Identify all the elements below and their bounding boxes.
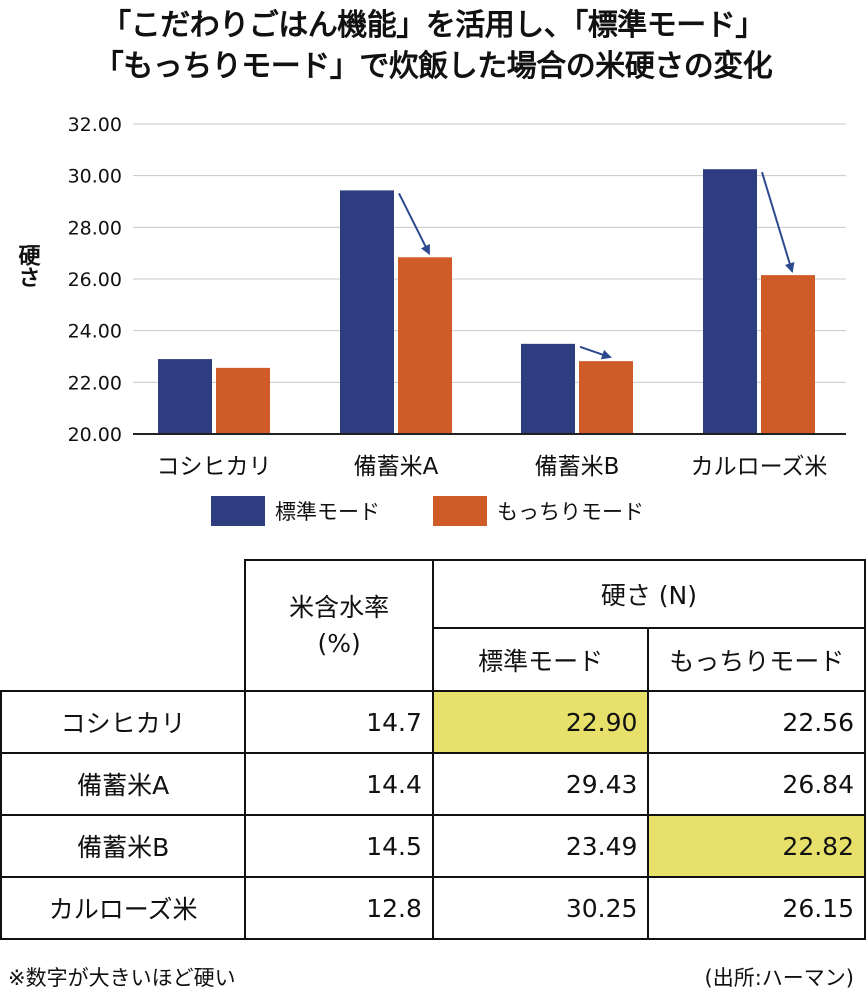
y-tick-label: 28.00 bbox=[68, 217, 122, 239]
bar-chart: 20.00 22.00 24.00 26.00 28.00 30.00 32.00 コシヒカ… bbox=[15, 114, 846, 480]
table-header-row-1: 米含水率 (%) 硬さ (N) bbox=[1, 559, 866, 692]
x-axis-ticks: コシヒカリ 備蓄米A 備蓄米B カルローズ米 bbox=[157, 454, 828, 480]
table-header-row-2: 標準モード もっちりモード bbox=[1, 627, 866, 692]
x-tick-label: コシヒカリ bbox=[157, 454, 272, 480]
y-tick-label: 22.00 bbox=[68, 372, 122, 394]
row-moisture: 14.4 bbox=[244, 752, 434, 816]
row-mochi: 26.15 bbox=[647, 876, 866, 940]
bar bbox=[761, 275, 815, 434]
y-axis-label: 硬さ bbox=[15, 244, 41, 288]
header-moisture-unit: (%) bbox=[317, 628, 361, 658]
row-moisture: 14.7 bbox=[244, 690, 434, 754]
row-mochi: 22.56 bbox=[647, 690, 866, 754]
legend-swatch-mochi bbox=[433, 496, 487, 526]
y-axis-ticks: 20.00 22.00 24.00 26.00 28.00 30.00 32.00 bbox=[68, 114, 122, 446]
change-arrow bbox=[398, 192, 430, 256]
y-tick-label: 30.00 bbox=[68, 166, 122, 188]
x-tick-label: カルローズ米 bbox=[691, 454, 828, 480]
row-name: カルローズ米 bbox=[0, 876, 247, 940]
bar bbox=[703, 169, 757, 435]
legend-label-standard: 標準モード bbox=[275, 500, 380, 524]
bar bbox=[579, 361, 633, 434]
row-mochi: 22.82 bbox=[647, 814, 866, 878]
change-arrow bbox=[761, 171, 795, 274]
row-standard: 30.25 bbox=[431, 876, 650, 940]
legend-item-standard: 標準モード bbox=[211, 494, 380, 528]
y-tick-label: 20.00 bbox=[68, 424, 122, 446]
row-mochi: 26.84 bbox=[647, 752, 866, 816]
chart-title-line1: 「こだわりごはん機能」を活用し、「標準モード」 bbox=[101, 8, 765, 43]
footer-note: ※数字が大きいほど硬い bbox=[8, 966, 236, 990]
change-arrow bbox=[579, 345, 612, 360]
x-tick-label: 備蓄米B bbox=[535, 454, 620, 480]
table-row: コシヒカリ 14.7 22.90 22.56 bbox=[0, 690, 866, 754]
row-name: コシヒカリ bbox=[0, 690, 247, 754]
bar bbox=[398, 257, 452, 434]
legend-label-mochi: もっちりモード bbox=[497, 500, 644, 524]
y-tick-label: 24.00 bbox=[68, 321, 122, 343]
row-moisture: 12.8 bbox=[244, 876, 434, 940]
row-standard: 23.49 bbox=[431, 814, 650, 878]
row-moisture: 14.5 bbox=[244, 814, 434, 878]
header-hardness: 硬さ (N) bbox=[431, 559, 866, 629]
table-corner-cell bbox=[1, 560, 247, 692]
header-standard: 標準モード bbox=[431, 627, 650, 692]
header-mochi: もっちりモード bbox=[647, 627, 866, 692]
row-standard: 29.43 bbox=[431, 752, 650, 816]
table-row: 備蓄米A 14.4 29.43 26.84 bbox=[0, 752, 866, 816]
x-tick-label: 備蓄米A bbox=[354, 454, 439, 480]
y-tick-label: 32.00 bbox=[68, 114, 122, 136]
table-row: カルローズ米 12.8 30.25 26.15 bbox=[0, 876, 866, 940]
chart-title-line2: 「もっちりモード」で炊飯した場合の米硬さの変化 bbox=[93, 49, 773, 84]
legend-swatch-standard bbox=[211, 496, 265, 526]
y-tick-label: 26.00 bbox=[68, 269, 122, 291]
row-standard: 22.90 bbox=[431, 690, 650, 754]
bar bbox=[158, 359, 212, 434]
bar bbox=[521, 343, 575, 434]
bars bbox=[158, 169, 815, 435]
header-moisture-label: 米含水率 bbox=[289, 592, 390, 622]
legend-item-mochi: もっちりモード bbox=[433, 494, 644, 528]
header-moisture: 米含水率 (%) bbox=[244, 559, 434, 692]
change-arrows bbox=[398, 171, 795, 360]
hardness-table: 米含水率 (%) 硬さ (N) 標準モード もっちりモード コシヒカリ 14.7… bbox=[0, 559, 866, 940]
row-name: 備蓄米A bbox=[0, 752, 247, 816]
row-name: 備蓄米B bbox=[0, 814, 247, 878]
footer-source: (出所:ハーマン) bbox=[704, 966, 854, 990]
table-row: 備蓄米B 14.5 23.49 22.82 bbox=[0, 814, 866, 878]
bar bbox=[216, 367, 270, 434]
bar bbox=[340, 190, 394, 434]
